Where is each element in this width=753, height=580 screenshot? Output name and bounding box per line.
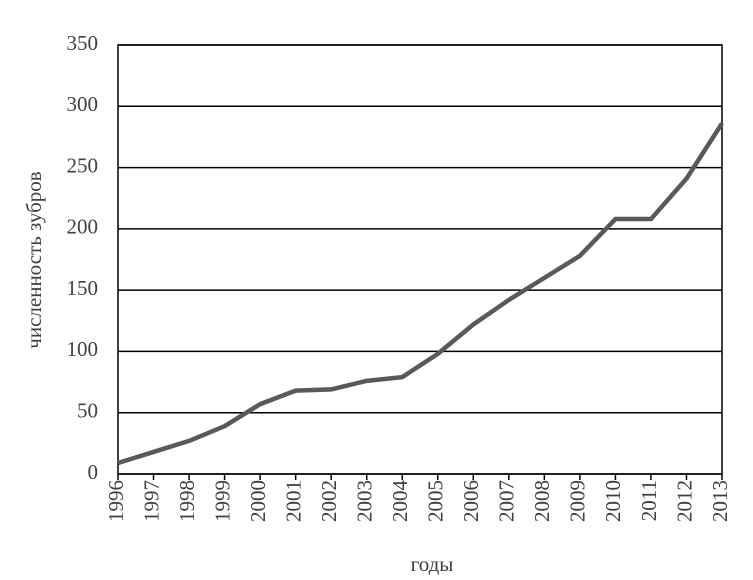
x-tick-label: 2012	[672, 480, 696, 522]
x-tick-label: 2011	[637, 480, 661, 521]
x-tick-label: 2006	[459, 480, 483, 522]
y-tick-label: 50	[77, 399, 98, 423]
plot-frame	[117, 44, 723, 475]
x-tick-label: 2010	[601, 480, 625, 522]
x-tick-label: 1998	[175, 480, 199, 522]
x-tick-label: 2009	[566, 480, 590, 522]
x-tick-label: 1999	[210, 480, 234, 522]
y-axis-label: численность зубров	[22, 171, 46, 349]
x-tick-label: 2007	[495, 480, 519, 522]
y-tick-label: 150	[67, 276, 99, 300]
x-axis-label: годы	[411, 552, 454, 576]
y-tick-label: 350	[67, 31, 99, 55]
x-tick-label: 2004	[388, 480, 412, 523]
data-line	[117, 122, 724, 466]
x-tick-label: 1996	[104, 480, 128, 522]
x-tick-label: 2008	[530, 480, 554, 522]
x-tick-label: 1997	[139, 480, 163, 522]
x-tick-label: 2001	[281, 480, 305, 522]
x-tick-label: 2005	[424, 480, 448, 522]
y-tick-label: 100	[67, 337, 99, 361]
x-tick-label: 2013	[708, 480, 732, 522]
x-tick-label: 2003	[353, 480, 377, 522]
y-tick-label: 300	[67, 92, 99, 116]
y-tick-label: 0	[88, 460, 99, 484]
y-tick-label: 200	[67, 215, 99, 239]
x-tick-label: 2002	[317, 480, 341, 522]
y-tick-label: 250	[67, 153, 99, 177]
x-tick-label: 2000	[246, 480, 270, 522]
